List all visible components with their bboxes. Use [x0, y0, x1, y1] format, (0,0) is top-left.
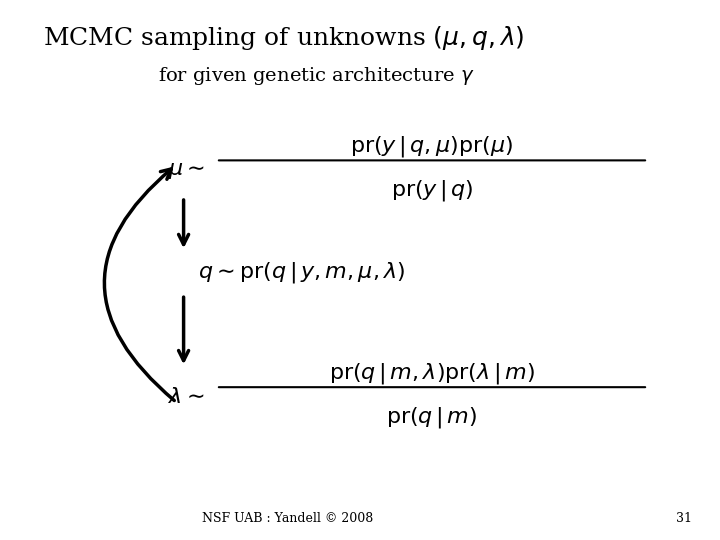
Text: $q \sim \mathrm{pr}(q\,|\,y,m,\mu,\lambda)$: $q \sim \mathrm{pr}(q\,|\,y,m,\mu,\lambd…: [198, 260, 405, 285]
Text: $\mathrm{pr}(q\,|\,m,\lambda)\mathrm{pr}(\lambda\,|\,m)$: $\mathrm{pr}(q\,|\,m,\lambda)\mathrm{pr}…: [329, 361, 535, 386]
Text: for given genetic architecture $\gamma$: for given genetic architecture $\gamma$: [158, 65, 475, 86]
Text: $\mathrm{pr}(y\,|\,q,\mu)\mathrm{pr}(\mu)$: $\mathrm{pr}(y\,|\,q,\mu)\mathrm{pr}(\mu…: [351, 134, 513, 159]
Text: NSF UAB : Yandell © 2008: NSF UAB : Yandell © 2008: [202, 512, 374, 525]
Text: $\mathrm{pr}(q\,|\,m)$: $\mathrm{pr}(q\,|\,m)$: [387, 405, 477, 430]
Text: $\mu \sim$: $\mu \sim$: [168, 159, 205, 181]
Text: $\mathrm{pr}(y\,|\,q)$: $\mathrm{pr}(y\,|\,q)$: [391, 178, 473, 203]
Text: $\lambda \sim$: $\lambda \sim$: [168, 386, 205, 408]
Text: 31: 31: [676, 512, 692, 525]
Text: MCMC sampling of unknowns $(\mu,q,\lambda)$: MCMC sampling of unknowns $(\mu,q,\lambd…: [43, 24, 525, 52]
